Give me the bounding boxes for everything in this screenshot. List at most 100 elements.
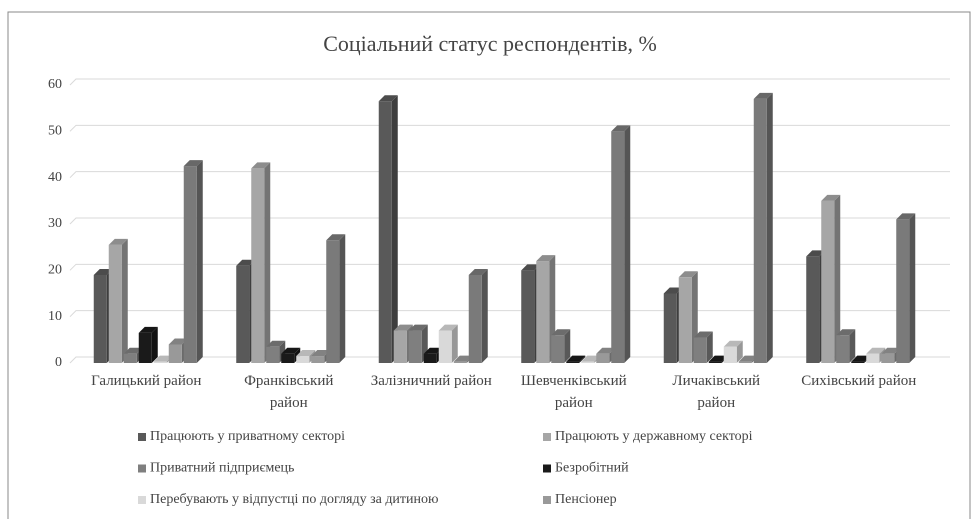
legend-label: Працюють у приватному секторі bbox=[150, 429, 345, 444]
y-tick-label: 0 bbox=[55, 355, 62, 370]
bar-side bbox=[391, 95, 398, 363]
bar-top bbox=[521, 264, 541, 271]
bar bbox=[251, 168, 265, 363]
bar-top bbox=[296, 350, 316, 357]
bar bbox=[836, 335, 850, 363]
legend-swatch bbox=[543, 496, 551, 504]
bar-top bbox=[281, 347, 301, 354]
bar-top bbox=[311, 350, 331, 357]
bar-top bbox=[438, 324, 458, 331]
bar bbox=[581, 361, 595, 363]
grid-line bbox=[69, 263, 950, 271]
x-tick-label: Сихівський район bbox=[801, 373, 917, 389]
bar-top bbox=[723, 340, 743, 347]
bar-top bbox=[251, 162, 271, 169]
bar bbox=[393, 330, 407, 363]
bar bbox=[408, 330, 422, 363]
bar-side bbox=[564, 329, 571, 363]
bar bbox=[438, 330, 452, 363]
bar-side bbox=[834, 194, 841, 363]
legend-swatch bbox=[138, 433, 146, 441]
bar-top bbox=[663, 287, 683, 294]
legend-swatch bbox=[138, 496, 146, 504]
bar-top bbox=[423, 347, 443, 354]
bar bbox=[896, 219, 910, 363]
bar bbox=[93, 274, 107, 363]
bar bbox=[296, 356, 310, 363]
bar-top bbox=[836, 329, 856, 336]
bar bbox=[326, 240, 340, 363]
bar-side bbox=[151, 326, 158, 363]
bar-top bbox=[821, 194, 841, 201]
bar bbox=[738, 361, 752, 363]
bar bbox=[168, 344, 182, 363]
bar-top bbox=[866, 347, 886, 354]
legend-label: Пенсіонер bbox=[555, 492, 617, 507]
grid-line bbox=[69, 78, 950, 86]
bar-side bbox=[849, 329, 856, 363]
x-tick-label: Франківський район bbox=[244, 373, 334, 411]
bar-top bbox=[753, 92, 773, 99]
bar-side bbox=[196, 160, 203, 363]
bar-top bbox=[536, 255, 556, 262]
bar-top bbox=[168, 338, 188, 345]
bar-top bbox=[693, 331, 713, 338]
bar-side bbox=[121, 238, 128, 363]
bar-side bbox=[736, 340, 743, 363]
legend-label: Безробітний bbox=[555, 461, 629, 476]
bar bbox=[723, 346, 737, 363]
y-tick-label: 60 bbox=[48, 77, 62, 92]
bar-side bbox=[706, 331, 713, 363]
legend-swatch bbox=[543, 433, 551, 441]
bar bbox=[693, 337, 707, 363]
bar-top bbox=[551, 329, 571, 336]
bar-top bbox=[93, 268, 113, 275]
bar-top bbox=[453, 355, 473, 362]
bar bbox=[596, 353, 610, 363]
bar-top bbox=[566, 355, 586, 362]
legend-swatch bbox=[138, 464, 146, 473]
bar bbox=[378, 101, 392, 363]
bar-top bbox=[378, 95, 398, 102]
bar-side bbox=[264, 162, 271, 363]
bar-top bbox=[183, 160, 203, 167]
bar-side bbox=[766, 92, 773, 364]
bar-side bbox=[339, 234, 346, 363]
y-tick-label: 50 bbox=[48, 124, 62, 139]
bar-top bbox=[896, 213, 916, 220]
bar bbox=[881, 353, 895, 363]
bar bbox=[866, 353, 880, 363]
x-tick-label: Личаківський район bbox=[672, 373, 761, 411]
y-tick-label: 10 bbox=[48, 309, 62, 324]
grid-line bbox=[69, 310, 950, 318]
bar-side bbox=[624, 125, 631, 363]
bar-top bbox=[123, 347, 143, 354]
bar bbox=[551, 335, 565, 363]
x-tick-label: Залізничний район bbox=[370, 373, 492, 389]
bar-top bbox=[851, 355, 871, 362]
bar bbox=[281, 353, 295, 363]
bar-top bbox=[153, 355, 173, 362]
bar bbox=[423, 353, 437, 363]
bar bbox=[806, 256, 820, 363]
bar bbox=[183, 166, 197, 363]
bar bbox=[821, 200, 835, 363]
legend-label: Працюють у державному секторі bbox=[555, 429, 753, 444]
bar bbox=[566, 361, 580, 363]
bar bbox=[236, 265, 250, 363]
bar bbox=[663, 293, 677, 363]
grid-line bbox=[69, 171, 950, 179]
bar-side bbox=[481, 268, 488, 363]
bar-top bbox=[596, 347, 616, 354]
bar-top bbox=[581, 355, 601, 362]
x-tick-label: Шевченківський район bbox=[520, 373, 627, 411]
bar-top bbox=[326, 234, 346, 241]
bar bbox=[153, 361, 167, 363]
bar-top bbox=[881, 347, 901, 354]
bar-top bbox=[611, 125, 631, 132]
x-tick-label: Галицький район bbox=[91, 373, 202, 389]
bar bbox=[678, 277, 692, 363]
bar bbox=[521, 270, 535, 363]
